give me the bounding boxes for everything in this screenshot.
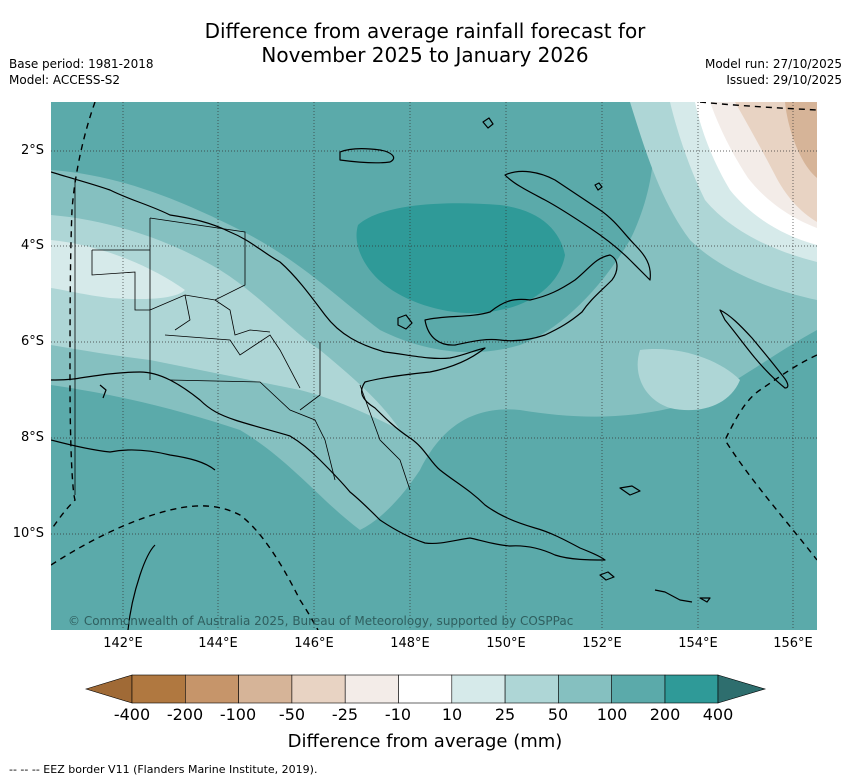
lon-label: 150°E	[486, 636, 526, 651]
colorbar-bin-4	[291, 674, 346, 704]
meta-left: Base period: 1981-2018 Model: ACCESS-S2	[9, 56, 154, 88]
eez-borders	[51, 102, 817, 630]
lon-label: 148°E	[390, 636, 430, 651]
coastlines	[51, 117, 789, 630]
lon-label: 144°E	[198, 636, 238, 651]
title-line-1: Difference from average rainfall forecas…	[204, 19, 646, 43]
colorbar-extend-low	[84, 674, 133, 704]
colorbar-bin-1	[131, 674, 186, 704]
colorbar-tick: -200	[166, 705, 204, 724]
colorbar	[84, 674, 767, 704]
copyright-text: © Commonwealth of Australia 2025, Bureau…	[68, 614, 574, 628]
colorbar-tick: 100	[596, 705, 628, 724]
lat-label: 4°S	[20, 238, 44, 253]
colorbar-tick: -10	[384, 705, 412, 724]
graticule	[51, 102, 817, 630]
colorbar-tick: 50	[547, 705, 569, 724]
colorbar-tick: -25	[331, 705, 359, 724]
lat-label: 10°S	[12, 526, 44, 541]
bougainville-coast	[719, 309, 789, 389]
eez-footnote: -- -- -- EEZ border V11 (Flanders Marine…	[9, 763, 318, 776]
lon-label: 142°E	[103, 636, 143, 651]
colorbar-tick: -400	[113, 705, 151, 724]
manus-coast	[339, 148, 395, 164]
map-title: Difference from average rainfall forecas…	[0, 19, 850, 67]
colorbar-bin-5	[344, 674, 399, 704]
colorbar-bin-11	[664, 674, 719, 704]
lon-label: 154°E	[678, 636, 718, 651]
colorbar-bin-7	[451, 674, 506, 704]
colorbar-tick: 10	[441, 705, 463, 724]
colorbar-tick: -50	[278, 705, 306, 724]
model-run: Model run: 27/10/2025	[704, 57, 842, 71]
base-period: Base period: 1981-2018	[9, 57, 154, 71]
colorbar-tick: -100	[219, 705, 257, 724]
field-200-core	[356, 203, 565, 314]
model-name: Model: ACCESS-S2	[9, 73, 121, 87]
south-coast	[51, 439, 216, 471]
cape-york	[127, 544, 156, 630]
colorbar-tick: 400	[702, 705, 734, 724]
lon-label: 156°E	[773, 636, 813, 651]
colorbar-tick: 25	[494, 705, 516, 724]
colorbar-bin-8	[504, 674, 559, 704]
small-islands	[99, 117, 711, 603]
lon-label: 146°E	[294, 636, 334, 651]
colorbar-bin-3	[238, 674, 293, 704]
meta-right: Model run: 27/10/2025 Issued: 29/10/2025	[705, 56, 842, 88]
field-25-patch	[637, 349, 740, 411]
map-layers	[51, 102, 817, 630]
colorbar-bin-10	[611, 674, 666, 704]
colorbar-title: Difference from average (mm)	[287, 731, 563, 752]
lon-label: 152°E	[582, 636, 622, 651]
issued-date: Issued: 29/10/2025	[726, 73, 842, 87]
field-10-west	[51, 240, 185, 300]
lat-label: 8°S	[20, 430, 44, 445]
lat-label: 6°S	[20, 334, 44, 349]
colorbar-bin-2	[185, 674, 239, 704]
colorbar-extend-high	[717, 674, 767, 704]
colorbar-tick: 200	[649, 705, 681, 724]
field-50-band	[51, 102, 817, 530]
new-britain-coast	[424, 254, 618, 346]
colorbar-bin-9	[558, 674, 613, 704]
lat-label: 2°S	[20, 143, 44, 158]
colorbar-bin-6	[398, 674, 453, 704]
province-borders	[74, 180, 411, 495]
new-guinea-coast	[51, 171, 606, 561]
new-ireland-coast	[504, 170, 651, 281]
title-line-2: November 2025 to January 2026	[261, 43, 589, 67]
